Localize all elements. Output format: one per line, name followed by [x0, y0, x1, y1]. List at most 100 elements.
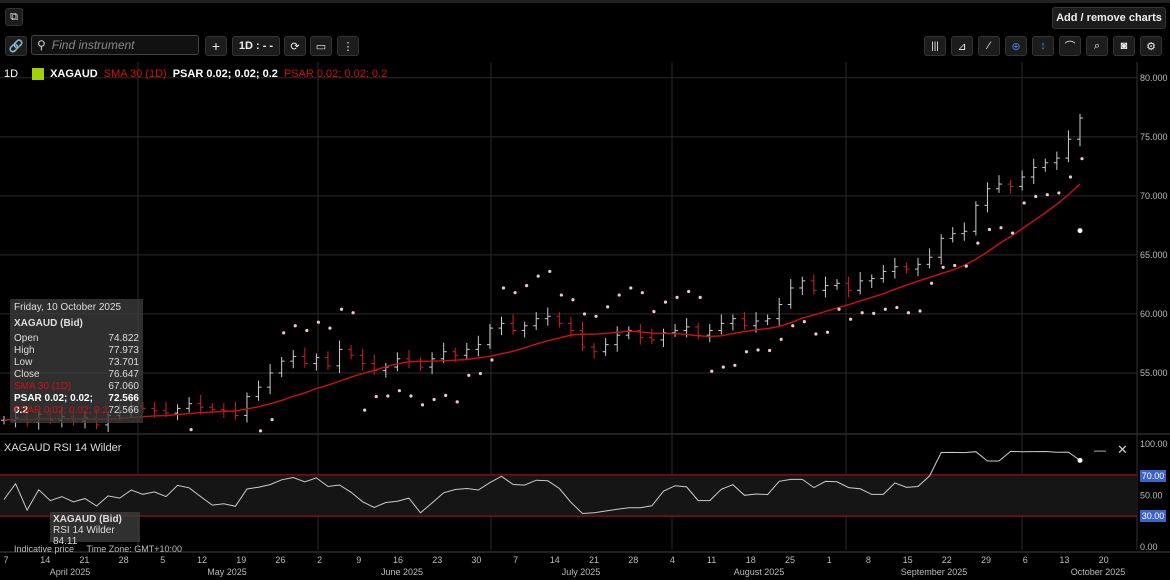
- psar-dot: [814, 332, 818, 336]
- ohlc-bar: [961, 222, 968, 241]
- x-day-tick: 11: [707, 555, 716, 565]
- ohlc-bar: [938, 234, 945, 265]
- refresh-button[interactable]: ⟳: [284, 36, 306, 56]
- ohlc-bar: [174, 404, 181, 421]
- rsi-tip-title: XAGAUD (Bid): [53, 514, 122, 525]
- psar1-value: 72.566: [108, 393, 139, 404]
- layout-button[interactable]: ▭: [310, 36, 332, 56]
- ohlc-bar: [1065, 130, 1072, 163]
- psar-dot: [825, 330, 830, 334]
- psar-dot: [1034, 194, 1038, 199]
- psar2-legend[interactable]: PSAR 0.02; 0.02; 0.2: [283, 68, 388, 80]
- rsi-minimize-button[interactable]: —: [1094, 443, 1106, 457]
- camera-icon: ◙: [1120, 40, 1128, 52]
- ohlc-bar: [915, 257, 922, 277]
- x-day-tick: 1: [827, 555, 832, 565]
- ohlc-bar: [255, 380, 262, 401]
- ohlc-bar: [1019, 170, 1026, 191]
- ohlc-bar: [614, 326, 621, 352]
- ohlc-bar: [336, 340, 343, 373]
- add-remove-charts-button[interactable]: Add / remove charts: [1052, 7, 1166, 29]
- ohlc-bar: [556, 312, 563, 328]
- chart-legend: 1D XAGAUD SMA 30 (1D) PSAR 0.02; 0.02; 0…: [4, 66, 387, 82]
- indicator-button[interactable]: ⌒: [1059, 36, 1081, 56]
- ohlc-bar: [1053, 151, 1060, 170]
- ohlc-bar: [857, 272, 864, 295]
- ohlc-bar: [1007, 179, 1014, 194]
- minimize-icon: —: [1094, 443, 1106, 457]
- psar-dot: [467, 373, 471, 377]
- ohlc-bar: [695, 322, 702, 340]
- ohlc-bar: [1077, 113, 1083, 147]
- chart-type-button[interactable]: ⊿: [951, 36, 973, 56]
- psar-dot: [918, 309, 922, 313]
- close-icon: ✕: [1117, 442, 1128, 457]
- ohlc-bar: [602, 338, 609, 356]
- x-day-tick: 23: [432, 555, 442, 565]
- zoom-button[interactable]: ⌕: [1086, 36, 1108, 56]
- ohlc-bar: [660, 328, 667, 347]
- psar-dot: [675, 295, 679, 300]
- ohlc-bar: [776, 297, 783, 326]
- ohlc-bar: [648, 328, 655, 345]
- sma-legend[interactable]: SMA 30 (1D): [103, 68, 167, 80]
- psar-dot: [1080, 157, 1084, 161]
- psar-dot: [420, 403, 425, 407]
- ohlc-bar: [382, 362, 389, 378]
- ohlc-bar: [672, 323, 679, 337]
- search-input[interactable]: Find instrument: [51, 38, 135, 52]
- bars-button[interactable]: |||: [924, 36, 946, 56]
- psar-dot: [293, 324, 297, 328]
- psar-dot: [791, 324, 795, 328]
- psar-dot: [525, 284, 529, 288]
- ohlc-bar: [822, 276, 829, 298]
- psar-dot: [501, 286, 506, 290]
- crosshair-button[interactable]: ⊕: [1005, 36, 1027, 56]
- ohlc-bar: [926, 248, 933, 269]
- psar-dot: [490, 358, 494, 362]
- ohlc-bar: [1042, 158, 1049, 172]
- ohlc-bar: [475, 335, 482, 357]
- psar-dot: [733, 363, 737, 367]
- search-field[interactable]: ⚲ Find instrument: [31, 35, 199, 55]
- settings-button[interactable]: ⚙: [1140, 36, 1162, 56]
- refresh-icon: ⟳: [290, 40, 300, 53]
- screenshot-button[interactable]: ◙: [1113, 36, 1135, 56]
- timezone-label: Time Zone: GMT+10:00: [86, 544, 183, 554]
- psar-dot: [895, 305, 899, 310]
- rsi-title: XAGAUD RSI 14 Wilder: [4, 442, 121, 454]
- chart-type-icon: ⊿: [957, 40, 967, 53]
- link-icon: 🔗: [8, 39, 24, 53]
- x-day-tick: 13: [1059, 555, 1069, 565]
- vertical-cursor-button[interactable]: ↕: [1032, 36, 1054, 56]
- more-menu-button[interactable]: ⋮: [337, 36, 359, 56]
- y-tick-label: 65.000: [1140, 250, 1168, 260]
- x-day-tick: 14: [550, 555, 560, 565]
- sma-line: [3, 183, 1081, 421]
- ohlc-bar: [405, 349, 412, 369]
- price-chart[interactable]: 55.000 60.000 65.000 70.000 75.000 80.000 100…: [0, 62, 1170, 580]
- add-instrument-button[interactable]: +: [205, 36, 227, 56]
- link-button[interactable]: 🔗: [5, 36, 27, 56]
- interval-label: 1D : - -: [238, 40, 274, 52]
- y-tick-label: 55.000: [1140, 368, 1168, 378]
- interval-select[interactable]: 1D : - -: [232, 36, 280, 56]
- sma-end-marker: [1077, 228, 1083, 234]
- low-label: Low: [14, 357, 33, 368]
- x-day-tick: 18: [746, 555, 756, 565]
- add-remove-charts-label: Add / remove charts: [1056, 12, 1162, 24]
- rsi-close-button[interactable]: ✕: [1117, 442, 1128, 458]
- ohlc-bar: [625, 326, 632, 340]
- x-day-tick: 12: [197, 555, 207, 565]
- rsi-tick-label: 100.00: [1140, 439, 1168, 449]
- psar-dot: [768, 348, 772, 353]
- ohlc-bar: [313, 353, 320, 371]
- ohlc-bar: [868, 274, 875, 288]
- draw-line-button[interactable]: ⁄: [978, 36, 1000, 56]
- window-popout-button[interactable]: ⧉: [5, 8, 23, 26]
- close-label: Close: [14, 369, 40, 380]
- psar1-legend[interactable]: PSAR 0.02; 0.02; 0.2: [172, 68, 278, 80]
- ohlc-bar: [880, 264, 887, 283]
- psar-dot: [860, 311, 864, 315]
- psar-dot: [409, 394, 413, 398]
